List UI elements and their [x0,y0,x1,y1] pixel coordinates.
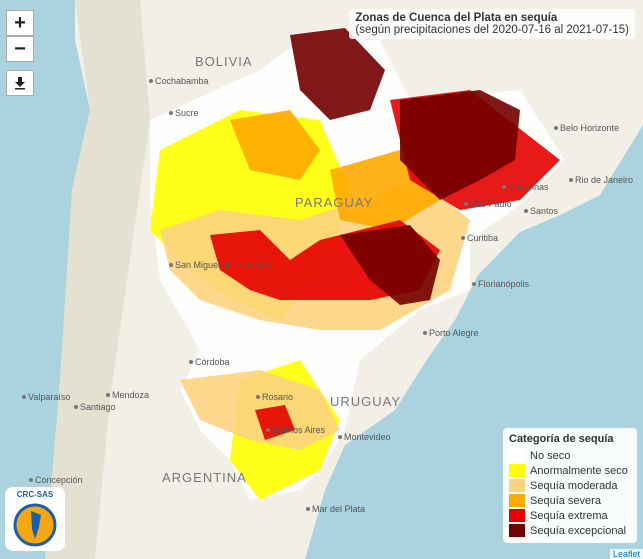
place-dot [22,395,26,399]
place-dot [169,111,173,115]
city-label: Campinas [508,182,549,192]
place-dot [266,428,270,432]
place-labels: BOLIVIA Cochabamba Sucre PARAGUAY Belo Horiz… [22,54,633,514]
zoom-out[interactable]: − [6,36,34,62]
country-label: URUGUAY [330,394,401,409]
logo-globe [13,503,57,547]
zoom-in[interactable]: + [6,10,34,36]
city-label: Mar del Plata [312,504,365,514]
download-icon [15,77,25,90]
city-label: San Miguel de Tucumán [175,260,272,270]
legend-label: Anormalmente seco [530,464,628,477]
subtitle: (según precipitaciones del 2020-07-16 al… [355,24,629,36]
place-dot [524,209,528,213]
place-dot [338,435,342,439]
title: Zonas de Cuenca del Plata en sequía [355,12,558,24]
legend-item: No seco [509,448,631,463]
city-label: Porto Alegre [429,328,479,338]
city-label: Valparaíso [28,392,70,402]
logo-text: CRC-SAS [16,490,54,499]
city-label: Cochabamba [155,76,209,86]
legend: Categoría de sequía No seco Anormalmente … [503,428,637,543]
city-label: Mendoza [112,390,149,400]
logo: CRC-SAS [5,487,65,551]
drought-zones [150,28,565,500]
legend-swatch [509,464,525,477]
legend-label: Sequía moderada [530,479,618,492]
city-label: Concepción [35,475,83,485]
legend-swatch [509,524,525,537]
place-dot [502,185,506,189]
country-label: ARGENTINA [162,470,247,485]
legend-item: Sequía excepcional [509,523,631,538]
country-label: BOLIVIA [195,54,253,69]
city-label: Montevideo [344,432,391,442]
place-dot [256,395,260,399]
legend-title: Categoría de sequía [509,433,614,445]
legend-label: No seco [530,449,571,462]
legend-swatch [509,479,525,492]
place-dot [189,360,193,364]
place-dot [569,178,573,182]
city-label: Florianópolis [478,279,530,289]
title-box: Zonas de Cuenca del Plata en sequía (seg… [349,9,635,39]
place-dot [472,282,476,286]
place-dot [423,331,427,335]
place-dot [74,405,78,409]
place-dot [169,263,173,267]
legend-swatch [509,509,525,522]
city-label: Córdoba [195,357,230,367]
city-label: Sucre [175,108,199,118]
city-label: São Paulo [470,199,512,209]
city-label: Rio de Janeiro [575,175,633,185]
place-dot [106,393,110,397]
place-dot [461,236,465,240]
city-label: Santos [530,206,559,216]
legend-label: Sequía extrema [530,509,608,522]
download-button[interactable] [6,70,34,96]
legend-swatch [509,494,525,507]
country-label: PARAGUAY [295,195,373,210]
legend-swatch [509,449,525,462]
city-label: Santiago [80,402,116,412]
legend-item: Sequía moderada [509,478,631,493]
legend-item: Anormalmente seco [509,463,631,478]
attribution[interactable]: Leaflet [609,549,643,559]
legend-label: Sequía severa [530,494,601,507]
andes [45,0,150,559]
place-dot [464,202,468,206]
place-dot [29,478,33,482]
legend-item: Sequía severa [509,493,631,508]
city-label: Buenos Aires [272,425,326,435]
city-label: Curitiba [467,233,498,243]
city-label: Rosario [262,392,293,402]
city-label: Belo Horizonte [560,123,619,133]
legend-item: Sequía extrema [509,508,631,523]
place-dot [149,79,153,83]
legend-label: Sequía excepcional [530,524,627,537]
place-dot [306,507,310,511]
place-dot [554,126,558,130]
